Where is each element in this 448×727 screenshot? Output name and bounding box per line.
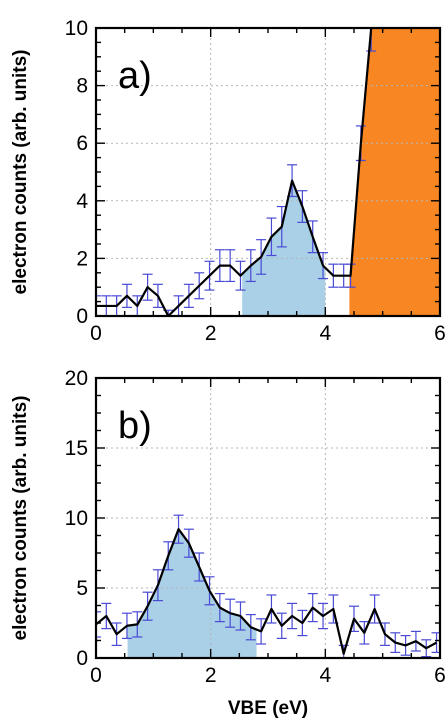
y-tick-label: 10 xyxy=(65,507,88,530)
x-tick-label: 2 xyxy=(205,322,217,345)
x-tick-label: 0 xyxy=(90,322,102,345)
x-tick-label: 4 xyxy=(319,664,331,687)
x-tick-label: 0 xyxy=(90,664,102,687)
x-tick-label: 4 xyxy=(319,322,331,345)
panel-a: 0 2 4 6 0 2 4 6 8 10 a) electron counts (arb. units… xyxy=(10,17,446,345)
x-tick-label: 2 xyxy=(205,664,217,687)
plot-area xyxy=(96,378,440,658)
panel-label: b) xyxy=(118,405,152,447)
x-tick-label: 6 xyxy=(434,664,446,687)
shaded-region-1 xyxy=(127,529,257,658)
panel-label: a) xyxy=(118,55,152,97)
panel-b: 0 2 4 6 0 5 10 15 20 b) electron counts (arb. unit… xyxy=(10,367,446,719)
data-line xyxy=(96,528,438,655)
shaded-region-2 xyxy=(349,28,440,316)
plot-area xyxy=(96,28,440,316)
y-tick-label: 5 xyxy=(76,577,88,600)
y-tick-label: 20 xyxy=(65,367,88,390)
y-axis-label: electron counts (arb. units) xyxy=(10,50,31,295)
error-bar xyxy=(96,611,101,638)
y-tick-label: 2 xyxy=(76,247,88,270)
y-tick-label: 10 xyxy=(65,17,88,40)
y-tick-label: 8 xyxy=(76,75,88,98)
y-tick-label: 0 xyxy=(76,647,88,670)
x-axis-label: VBE (eV) xyxy=(228,698,308,719)
y-axis-label: electron counts (arb. units) xyxy=(10,396,31,641)
error-bar xyxy=(96,295,101,316)
y-tick-label: 6 xyxy=(76,132,88,155)
axis-ticks xyxy=(95,377,441,659)
axis-ticks xyxy=(95,27,441,317)
y-tick-label: 0 xyxy=(76,305,88,328)
x-tick-label: 6 xyxy=(434,322,446,345)
y-tick-label: 4 xyxy=(76,190,88,213)
y-tick-label: 15 xyxy=(65,437,88,460)
data-line xyxy=(96,28,373,316)
